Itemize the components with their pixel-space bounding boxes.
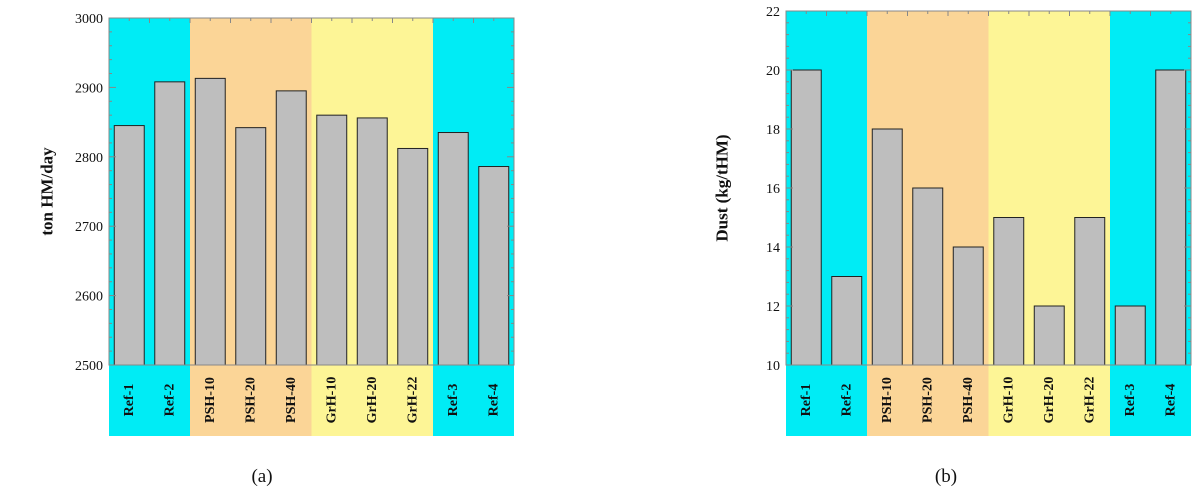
x-category-label: Ref-3 — [1123, 384, 1138, 417]
bar — [1074, 217, 1106, 366]
bar — [1114, 305, 1146, 366]
bar — [235, 127, 267, 366]
y-tick-label: 2800 — [75, 151, 103, 166]
y-tick-label: 2500 — [75, 359, 103, 374]
x-category-label: Ref-2 — [162, 384, 177, 417]
y-tick-label: 10 — [766, 359, 780, 374]
x-category-label: Ref-1 — [122, 384, 137, 417]
x-category-label: PSH-20 — [243, 377, 258, 423]
bar — [275, 90, 307, 366]
y-tick-label: 20 — [766, 64, 780, 79]
panel-label: (a) — [251, 466, 272, 487]
x-category-label: GrH-20 — [365, 377, 380, 424]
y-tick-label: 2600 — [75, 290, 103, 305]
x-category-label: PSH-10 — [203, 377, 218, 423]
bar — [154, 81, 186, 366]
panel-a: 2500 2600 2700 2800 2900 3000 Ref-1 Ref-2 PSH-10… — [38, 12, 515, 487]
x-category-label: GrH-10 — [1001, 377, 1016, 424]
x-category-label: PSH-40 — [961, 377, 976, 423]
x-category-label: Ref-1 — [799, 384, 814, 417]
y-tick-label: 3000 — [75, 12, 103, 27]
x-category-label: GrH-22 — [1082, 377, 1097, 424]
y-tick-label: 12 — [766, 300, 780, 315]
y-tick-label: 18 — [766, 123, 780, 138]
bar — [478, 166, 510, 366]
bar — [113, 125, 145, 366]
y-axis-label: Dust (kg/tHM) — [713, 134, 732, 241]
y-tick-label: 14 — [766, 241, 780, 256]
bar — [952, 246, 984, 366]
x-category-label: GrH-20 — [1042, 377, 1057, 424]
bar — [871, 128, 903, 366]
bar — [437, 132, 469, 366]
y-tick-label: 22 — [766, 5, 780, 20]
y-tick-label: 2700 — [75, 220, 103, 235]
bar — [993, 217, 1025, 366]
bar — [1033, 305, 1065, 366]
x-category-label: Ref-3 — [446, 384, 461, 417]
bar — [790, 69, 822, 366]
bar — [194, 77, 226, 366]
y-tick-label: 2900 — [75, 81, 103, 96]
bar — [316, 114, 348, 366]
y-tick-label: 16 — [766, 182, 780, 197]
bar — [397, 147, 429, 366]
x-category-label: PSH-20 — [920, 377, 935, 423]
x-category-label: GrH-22 — [405, 377, 420, 424]
x-category-label: PSH-10 — [880, 377, 895, 423]
panel-label: (b) — [935, 466, 957, 487]
x-category-label: PSH-40 — [284, 377, 299, 423]
panel-b: 10 12 14 16 18 20 22 Ref-1 Ref-2 PSH-10 PSH-20 PSH-… — [713, 5, 1192, 487]
x-category-label: Ref-2 — [839, 384, 854, 417]
x-category-label: GrH-10 — [324, 377, 339, 424]
bar — [831, 276, 863, 366]
y-axis-label: ton HM/day — [38, 147, 57, 236]
bar — [1155, 69, 1187, 366]
x-category-label: Ref-4 — [1163, 384, 1178, 417]
bar — [912, 187, 944, 366]
x-category-label: Ref-4 — [486, 384, 501, 417]
bar — [356, 117, 388, 366]
